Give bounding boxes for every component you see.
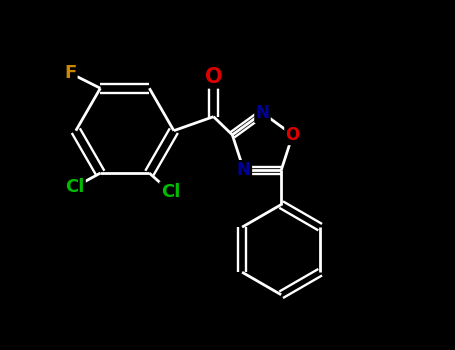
- Text: O: O: [286, 126, 300, 144]
- Text: Cl: Cl: [65, 178, 84, 196]
- Text: F: F: [64, 64, 76, 82]
- Text: Cl: Cl: [161, 183, 180, 201]
- Text: O: O: [205, 67, 222, 87]
- Text: N: N: [256, 104, 269, 122]
- Text: N: N: [237, 161, 251, 179]
